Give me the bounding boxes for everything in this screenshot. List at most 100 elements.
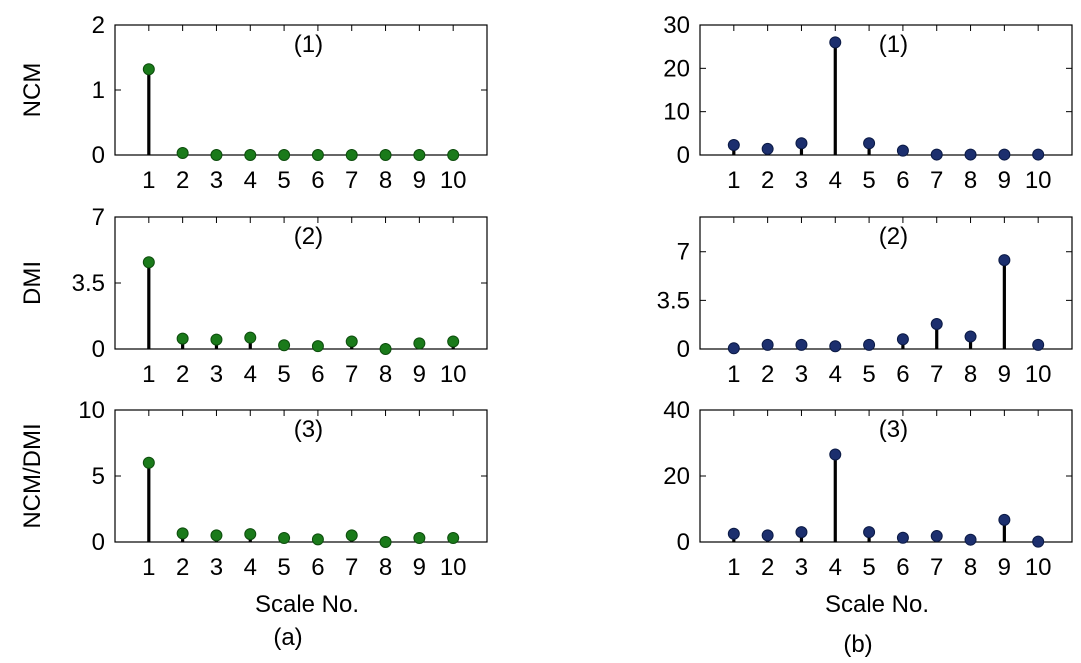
x-tick-label: 6 xyxy=(896,167,909,194)
stem-marker xyxy=(210,333,223,346)
stem-marker xyxy=(863,526,876,539)
caption-column-a: (a) xyxy=(273,624,302,651)
x-tick-label: 4 xyxy=(829,167,842,194)
x-tick-label: 4 xyxy=(829,361,842,388)
x-tick-label: 5 xyxy=(862,361,875,388)
stem-marker xyxy=(829,448,842,461)
stem-marker xyxy=(727,527,740,540)
x-tick-label: 8 xyxy=(964,554,977,581)
panel-title: (1) xyxy=(879,31,908,58)
stem-marker xyxy=(829,36,842,49)
x-tick-label: 9 xyxy=(413,361,426,388)
x-tick-label: 3 xyxy=(210,167,223,194)
x-tick-label: 2 xyxy=(176,167,189,194)
stem-marker xyxy=(896,333,909,346)
x-tick-label: 8 xyxy=(964,167,977,194)
stem-marker xyxy=(998,513,1011,526)
panel-title: (3) xyxy=(294,416,323,443)
x-tick-label: 1 xyxy=(142,167,155,194)
stem-marker xyxy=(896,531,909,544)
x-tick-label: 10 xyxy=(440,361,467,388)
x-tick-label: 5 xyxy=(862,554,875,581)
x-tick-label: 2 xyxy=(761,361,774,388)
stem-marker xyxy=(413,149,426,161)
y-tick-label: 0 xyxy=(677,529,690,556)
stem-marker xyxy=(210,149,223,161)
x-tick-label: 8 xyxy=(964,361,977,388)
x-tick-label: 5 xyxy=(277,167,290,194)
x-tick-label: 6 xyxy=(896,361,909,388)
y-axis-label: NCM/DMI xyxy=(19,423,46,528)
stem-marker xyxy=(964,148,977,161)
stem-marker xyxy=(727,139,740,152)
x-tick-label: 4 xyxy=(244,554,257,581)
caption-column-b: (b) xyxy=(843,631,872,658)
stem-marker xyxy=(896,144,909,157)
stem-marker xyxy=(311,533,324,546)
x-tick-label: 7 xyxy=(930,361,943,388)
stem-marker xyxy=(413,532,426,545)
stem-marker xyxy=(829,340,842,353)
stem-marker xyxy=(964,533,977,546)
subplot-b-1: 0 10 20 30 1 2 3 4 5 6 7 8 9 10 (1) xyxy=(663,12,1073,194)
x-tick-label: 5 xyxy=(277,554,290,581)
x-tick-label: 7 xyxy=(345,167,358,194)
x-tick-label: 9 xyxy=(998,167,1011,194)
stem-marker xyxy=(278,339,291,352)
y-tick-label: 40 xyxy=(663,397,690,424)
axes-frame xyxy=(699,24,1073,156)
x-tick-label: 7 xyxy=(930,167,943,194)
x-tick-label: 9 xyxy=(998,554,1011,581)
y-axis-label: NCM xyxy=(19,63,46,118)
y-axis-label: DMI xyxy=(19,261,46,305)
x-tick-label: 6 xyxy=(896,554,909,581)
stem-marker xyxy=(244,528,257,541)
y-tick-label: 30 xyxy=(663,12,690,39)
x-tick-label: 4 xyxy=(244,167,257,194)
x-tick-label: 9 xyxy=(413,167,426,194)
stem-marker xyxy=(176,147,189,160)
stem-marker xyxy=(761,338,774,351)
panel-title: (2) xyxy=(879,223,908,250)
y-tick-label: 20 xyxy=(663,463,690,490)
stem-marker xyxy=(278,149,291,161)
x-tick-label: 2 xyxy=(761,167,774,194)
y-tick-label: 7 xyxy=(677,239,690,266)
stem-marker xyxy=(311,149,324,161)
x-tick-label: 3 xyxy=(795,167,808,194)
panel-title: (3) xyxy=(879,416,908,443)
stem-marker xyxy=(379,343,392,355)
x-tick-label: 10 xyxy=(1025,361,1052,388)
y-tick-label: 20 xyxy=(663,55,690,82)
y-tick-label: 0 xyxy=(92,336,105,363)
x-tick-label: 1 xyxy=(727,167,740,194)
stem-marker xyxy=(142,63,155,76)
x-tick-label: 7 xyxy=(930,554,943,581)
axes-frame xyxy=(699,216,1073,350)
stem-marker xyxy=(761,529,774,542)
x-tick-label: 10 xyxy=(440,554,467,581)
stem-marker xyxy=(379,149,392,161)
y-tick-label: 3.5 xyxy=(657,287,690,314)
stem-marker xyxy=(447,532,460,545)
x-tick-label: 6 xyxy=(311,554,324,581)
stem-marker xyxy=(244,331,257,344)
x-tick-label: 2 xyxy=(176,554,189,581)
stem-marker xyxy=(176,527,189,540)
y-tick-label: 0 xyxy=(677,336,690,363)
x-tick-label: 3 xyxy=(795,361,808,388)
stem-marker xyxy=(795,338,808,351)
subplot-b-3: 0 20 40 1 2 3 4 5 6 7 8 9 10 (3) xyxy=(663,397,1073,581)
y-tick-label: 7 xyxy=(92,204,105,231)
stem-marker xyxy=(863,338,876,351)
y-tick-label: 10 xyxy=(78,397,105,424)
x-tick-label: 5 xyxy=(862,167,875,194)
x-tick-label: 7 xyxy=(345,361,358,388)
panel-title: (2) xyxy=(294,223,323,250)
stem-marker xyxy=(345,529,358,542)
stem-marker xyxy=(930,530,943,543)
stem-marker xyxy=(278,532,291,545)
